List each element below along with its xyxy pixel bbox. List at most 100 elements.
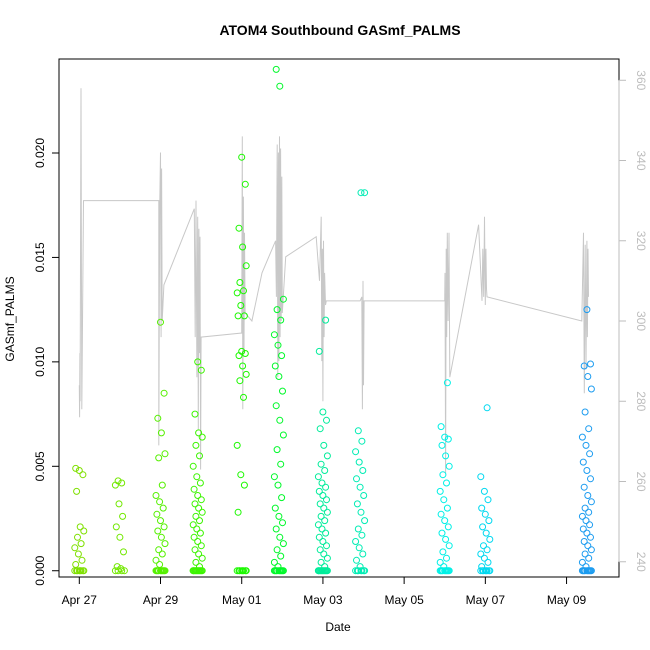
data-point — [278, 494, 286, 502]
data-points — [71, 65, 595, 575]
data-point — [197, 366, 205, 374]
data-point — [79, 471, 87, 479]
data-point — [276, 533, 284, 541]
data-point — [118, 479, 126, 487]
data-point — [193, 525, 201, 533]
data-point — [273, 446, 281, 454]
y2-tick-label: 320 — [634, 231, 648, 251]
flight-group-3 — [152, 318, 169, 575]
flight-group-8 — [352, 189, 369, 575]
data-point — [73, 487, 81, 495]
chart-title: ATOM4 Southbound GASmf_PALMS — [219, 22, 460, 38]
data-point — [274, 481, 282, 489]
data-point — [357, 508, 365, 516]
data-point — [582, 517, 590, 525]
data-point — [113, 563, 121, 571]
flight-group-6 — [270, 65, 287, 575]
data-point — [270, 473, 278, 481]
data-point — [352, 448, 360, 456]
data-point — [270, 558, 278, 566]
data-point — [480, 542, 487, 550]
data-point — [318, 525, 326, 533]
data-point — [483, 546, 491, 554]
y-axis-right: 240 260 280 300 320 340 360 — [618, 70, 648, 572]
data-point — [237, 302, 245, 309]
data-point — [161, 450, 169, 458]
flight-group-11 — [578, 306, 595, 575]
data-point — [323, 542, 330, 550]
data-point — [321, 563, 329, 571]
data-point — [481, 510, 489, 518]
flight-group-1 — [71, 464, 88, 575]
data-point — [361, 189, 369, 197]
data-point — [323, 496, 330, 504]
data-point — [440, 496, 448, 504]
data-point — [198, 508, 206, 516]
data-point — [277, 460, 285, 468]
data-point — [274, 563, 282, 571]
data-point — [486, 535, 494, 543]
data-point — [322, 316, 330, 324]
data-point — [240, 312, 248, 320]
data-point — [157, 318, 164, 326]
y-tick-label: 0.020 — [33, 138, 47, 168]
data-point — [587, 475, 594, 483]
data-point — [579, 458, 587, 466]
data-point — [441, 433, 449, 441]
data-point — [360, 567, 368, 575]
data-point — [233, 441, 241, 449]
data-point — [580, 538, 588, 545]
x-tick-label: May 03 — [303, 593, 343, 607]
data-point — [155, 454, 163, 462]
data-point — [480, 554, 488, 562]
data-point — [194, 492, 202, 499]
data-point — [585, 425, 593, 433]
data-point — [242, 262, 250, 270]
data-point — [485, 567, 493, 575]
x-tick-label: May 01 — [222, 593, 262, 607]
data-point — [277, 316, 285, 324]
data-point — [320, 550, 328, 558]
data-point — [316, 500, 324, 508]
data-point — [272, 65, 280, 73]
data-point — [314, 473, 322, 481]
data-point — [190, 485, 198, 493]
data-point — [196, 452, 203, 460]
data-point — [353, 556, 360, 564]
data-point — [578, 433, 586, 441]
data-point — [272, 525, 280, 533]
data-point — [319, 408, 327, 416]
data-point — [191, 500, 199, 508]
data-point — [198, 433, 206, 441]
data-point — [271, 362, 279, 370]
data-point — [578, 558, 586, 566]
data-point — [583, 567, 591, 575]
data-point — [278, 567, 286, 575]
data-point — [583, 467, 591, 474]
data-point — [198, 554, 206, 562]
data-point — [234, 508, 242, 516]
data-point — [581, 504, 589, 512]
data-point — [319, 538, 327, 545]
data-point — [443, 504, 451, 512]
data-point — [277, 552, 285, 560]
y-tick-label: 0.005 — [33, 451, 47, 481]
data-point — [152, 492, 160, 499]
data-point — [279, 295, 287, 303]
y2-tick-label: 360 — [634, 70, 648, 90]
data-point — [279, 431, 287, 439]
data-point — [322, 483, 330, 491]
data-point — [317, 460, 325, 468]
data-point — [357, 567, 365, 575]
data-point — [195, 550, 203, 558]
data-point — [279, 540, 287, 548]
plot-frame — [58, 58, 620, 578]
x-axis-label: Date — [325, 620, 351, 634]
data-point — [478, 504, 486, 512]
data-point — [582, 441, 590, 449]
data-point — [78, 556, 86, 564]
flight-group-4 — [189, 358, 206, 575]
data-point — [71, 544, 79, 552]
y-axis-left: 0.000 0.005 0.010 0.015 0.020 — [33, 138, 60, 586]
data-point — [579, 525, 587, 533]
